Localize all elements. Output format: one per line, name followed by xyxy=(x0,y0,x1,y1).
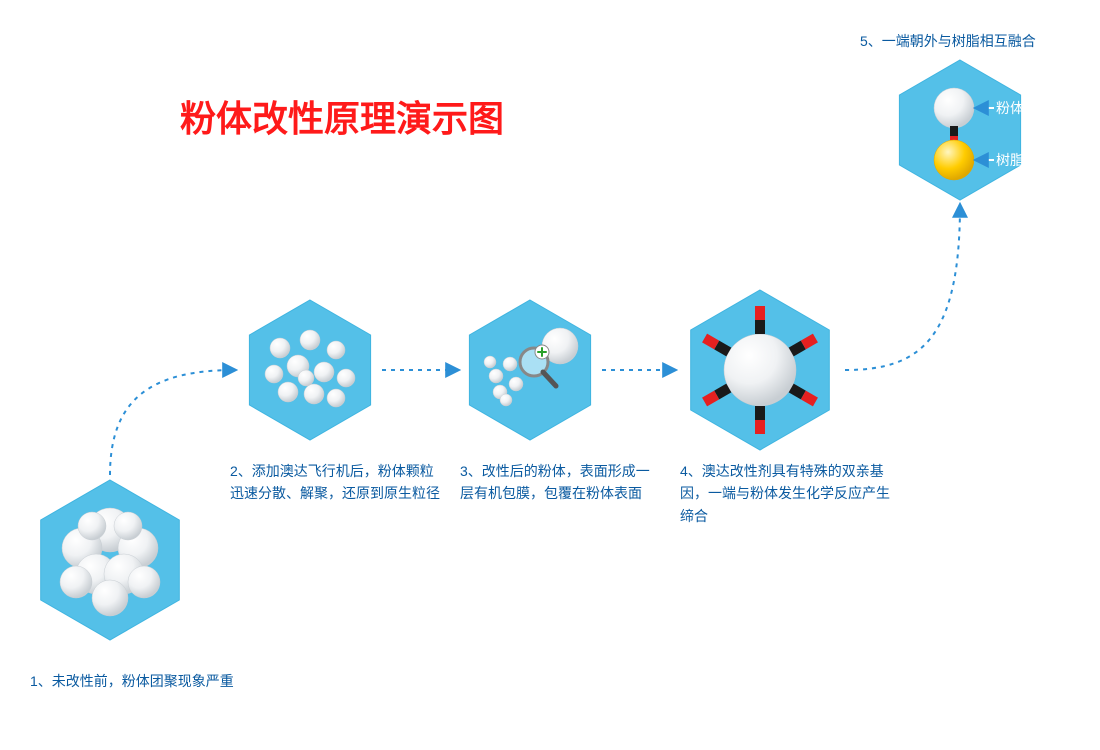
label-resin: 树脂 xyxy=(996,152,1024,168)
caption-5: 5、一端朝外与树脂相互融合 xyxy=(860,30,1080,52)
diagram-title: 粉体改性原理演示图 xyxy=(180,90,504,142)
hex-node-3 xyxy=(469,300,590,440)
hex-node-2 xyxy=(249,300,370,440)
hex-node-1 xyxy=(41,480,180,640)
hex-node-5: 粉体树脂 xyxy=(899,60,1024,200)
caption-1: 1、未改性前，粉体团聚现象严重 xyxy=(30,670,250,692)
hex-node-4 xyxy=(691,290,830,450)
caption-2: 2、添加澳达飞行机后，粉体颗粒迅速分散、解聚，还原到原生粒径 xyxy=(230,460,440,505)
connector-1-2 xyxy=(110,370,235,475)
caption-4: 4、澳达改性剂具有特殊的双亲基因，一端与粉体发生化学反应产生缔合 xyxy=(680,460,900,527)
caption-3: 3、改性后的粉体，表面形成一层有机包膜，包覆在粉体表面 xyxy=(460,460,660,505)
connector-4-5 xyxy=(845,205,960,370)
label-powder: 粉体 xyxy=(996,100,1024,116)
diagram-canvas: 粉体树脂 xyxy=(0,0,1100,750)
